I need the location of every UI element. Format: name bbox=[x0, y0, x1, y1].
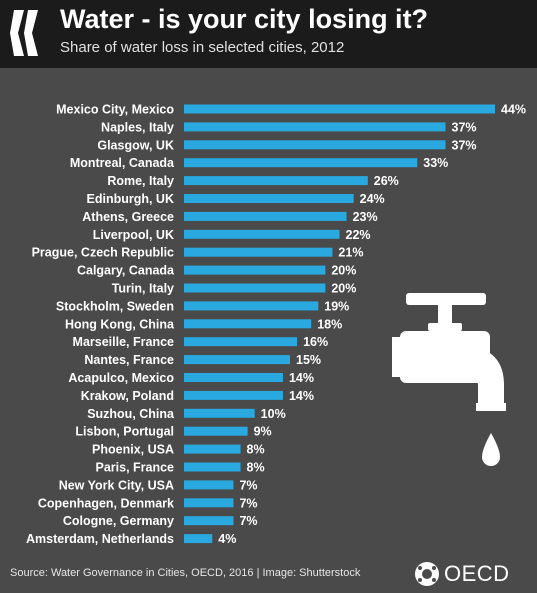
bar bbox=[184, 337, 298, 347]
category-label: Copenhagen, Denmark bbox=[38, 496, 174, 510]
category-label: Montreal, Canada bbox=[70, 156, 175, 170]
oecd-logo-icon bbox=[415, 562, 439, 586]
category-label: Naples, Italy bbox=[101, 120, 174, 134]
category-label: Phoenix, USA bbox=[92, 443, 174, 457]
category-label: Glasgow, UK bbox=[97, 138, 174, 152]
bar bbox=[184, 462, 241, 472]
water-drop-icon bbox=[482, 433, 500, 466]
bar-chart: Mexico City, Mexico 44% Naples, Italy 37% Gl… bbox=[26, 103, 526, 547]
value-label: 7% bbox=[239, 478, 257, 492]
value-label: 4% bbox=[218, 532, 236, 546]
category-label: Rome, Italy bbox=[107, 174, 174, 188]
category-label: Edinburgh, UK bbox=[87, 192, 175, 206]
value-label: 10% bbox=[261, 407, 286, 421]
oecd-logo: OECD bbox=[414, 559, 534, 589]
category-label: Liverpool, UK bbox=[93, 228, 174, 242]
category-label: Cologne, Germany bbox=[63, 514, 174, 528]
value-label: 44% bbox=[501, 103, 526, 117]
bar bbox=[184, 444, 241, 454]
chart-header: Water - is your city losing it? Share of… bbox=[0, 0, 537, 68]
bar bbox=[184, 480, 234, 490]
bar bbox=[184, 283, 326, 293]
category-label: Stockholm, Sweden bbox=[56, 299, 174, 313]
category-label: Mexico City, Mexico bbox=[56, 103, 174, 117]
value-label: 26% bbox=[374, 174, 399, 188]
category-label: Suzhou, China bbox=[87, 407, 175, 421]
bar bbox=[184, 498, 234, 508]
value-label: 8% bbox=[247, 461, 265, 475]
category-label: Nantes, France bbox=[84, 353, 174, 367]
value-label: 22% bbox=[346, 228, 371, 242]
value-label: 15% bbox=[296, 353, 321, 367]
chart-footer: Source: Water Governance in Cities, OECD… bbox=[0, 555, 537, 593]
value-label: 20% bbox=[331, 282, 356, 296]
bar bbox=[184, 158, 418, 168]
bar bbox=[184, 194, 354, 203]
bar bbox=[184, 373, 283, 382]
value-label: 14% bbox=[289, 389, 314, 403]
bar bbox=[184, 176, 368, 186]
oecd-chevrons-icon bbox=[10, 10, 38, 56]
bar bbox=[184, 390, 283, 400]
category-label: Athens, Greece bbox=[82, 210, 174, 224]
chart-subtitle: Share of water loss in selected cities, … bbox=[60, 39, 345, 56]
source-note: Source: Water Governance in Cities, OECD… bbox=[10, 567, 361, 579]
bar bbox=[184, 426, 248, 436]
water-tap-icon bbox=[392, 293, 506, 466]
category-label: Marseille, France bbox=[73, 335, 174, 349]
value-label: 23% bbox=[353, 210, 378, 224]
value-label: 20% bbox=[331, 264, 356, 278]
bar bbox=[184, 211, 347, 221]
category-label: Hong Kong, China bbox=[65, 317, 175, 331]
value-label: 21% bbox=[338, 246, 363, 260]
category-label: New York City, USA bbox=[59, 478, 174, 492]
value-label: 33% bbox=[423, 156, 448, 170]
chart-title: Water - is your city losing it? bbox=[60, 4, 429, 34]
category-label: Paris, France bbox=[95, 461, 174, 475]
value-label: 19% bbox=[324, 299, 349, 313]
category-label: Prague, Czech Republic bbox=[32, 246, 174, 260]
value-label: 9% bbox=[254, 425, 272, 439]
value-label: 8% bbox=[247, 443, 265, 457]
value-label: 18% bbox=[317, 317, 342, 331]
bar bbox=[184, 301, 319, 311]
category-label: Amsterdam, Netherlands bbox=[26, 532, 174, 546]
category-label: Krakow, Poland bbox=[81, 389, 174, 403]
category-label: Lisbon, Portugal bbox=[75, 425, 174, 439]
value-label: 37% bbox=[452, 120, 477, 134]
bar bbox=[184, 104, 495, 114]
category-label: Acapulco, Mexico bbox=[68, 371, 174, 385]
bar bbox=[184, 122, 446, 132]
bar bbox=[184, 140, 446, 150]
category-label: Calgary, Canada bbox=[77, 264, 175, 278]
bar bbox=[184, 229, 340, 239]
value-label: 7% bbox=[239, 514, 257, 528]
value-label: 14% bbox=[289, 371, 314, 385]
bar bbox=[184, 319, 312, 329]
category-label: Turin, Italy bbox=[112, 282, 174, 296]
bar bbox=[184, 534, 213, 544]
bar bbox=[184, 516, 234, 526]
value-label: 24% bbox=[360, 192, 385, 206]
bar bbox=[184, 247, 333, 257]
value-label: 37% bbox=[452, 138, 477, 152]
bar bbox=[184, 408, 255, 418]
value-label: 16% bbox=[303, 335, 328, 349]
bar bbox=[184, 265, 326, 275]
oecd-logo-text: OECD bbox=[444, 561, 510, 586]
bar bbox=[184, 355, 291, 365]
value-label: 7% bbox=[239, 496, 257, 510]
